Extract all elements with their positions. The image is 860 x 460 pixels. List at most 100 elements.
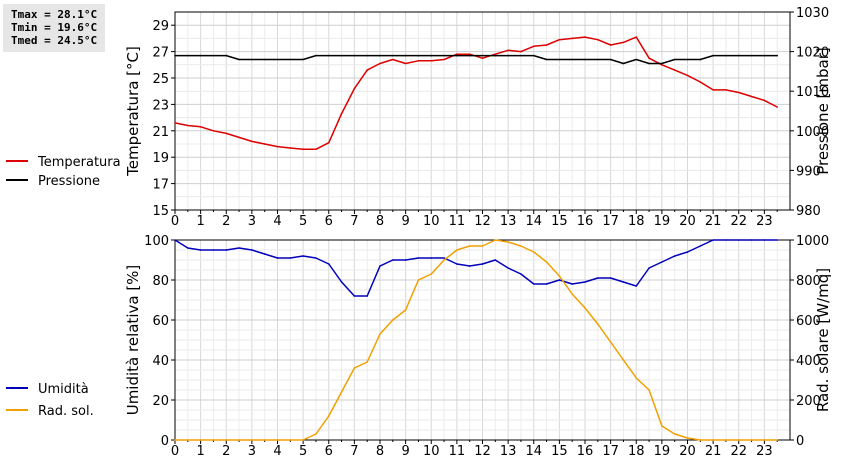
x-tick-label: 9 (401, 444, 409, 459)
chart-temperature-pressure: 0 1 2 3 4 5 6 7 8 9 10 11 12 13 14 15 16 17 18 19 20 21 22 2315… (6, 6, 832, 229)
data-point (289, 257, 292, 259)
data-point (251, 58, 253, 61)
data-point (315, 148, 317, 151)
legend-label: Temperatura (37, 155, 121, 170)
y-tick-label: 23 (152, 98, 169, 113)
data-point (481, 57, 484, 59)
data-point (251, 439, 253, 441)
data-point (366, 361, 369, 363)
data-point (212, 439, 215, 441)
x-tick-label: 15 (551, 214, 568, 229)
data-point (263, 253, 266, 255)
data-point (725, 89, 727, 91)
data-point (238, 439, 240, 441)
x-tick-label: 20 (679, 214, 696, 229)
data-point (622, 281, 625, 283)
data-point (340, 281, 343, 283)
data-point (776, 54, 778, 57)
data-point (673, 69, 676, 71)
y-tick-label: 19 (152, 151, 169, 166)
data-point (392, 58, 394, 61)
data-point (174, 239, 176, 241)
data-point (366, 295, 369, 297)
data-point (404, 62, 407, 65)
data-point (328, 54, 330, 57)
y2-tick-label: 800 (796, 274, 821, 289)
data-point (328, 141, 330, 144)
y2-tick-label: 1030 (796, 6, 829, 21)
data-point (686, 74, 689, 77)
data-point (648, 62, 650, 65)
x-tick-label: 3 (248, 214, 256, 229)
data-point (725, 239, 727, 241)
data-point (353, 367, 356, 369)
data-point (520, 50, 522, 53)
data-point (225, 439, 228, 441)
data-point (340, 391, 343, 393)
data-point (750, 95, 753, 98)
data-point (776, 439, 778, 441)
data-point (481, 54, 484, 57)
data-point (392, 54, 394, 57)
data-point (558, 275, 561, 277)
data-point (392, 259, 394, 261)
y2-axis-title: Rad. solare [W/mq] (814, 268, 832, 412)
x-tick-label: 13 (500, 214, 517, 229)
data-point (699, 245, 702, 247)
data-point (366, 54, 369, 57)
legend-label: Pressione (38, 174, 100, 189)
data-point (699, 439, 702, 441)
x-tick-label: 12 (474, 214, 491, 229)
x-tick-label: 16 (577, 214, 594, 229)
data-point (584, 307, 586, 309)
data-point (738, 54, 740, 57)
data-point (699, 81, 702, 83)
data-point (392, 319, 394, 321)
data-point (545, 283, 548, 285)
data-point (776, 106, 778, 108)
x-tick-label: 19 (654, 444, 671, 459)
data-point (225, 54, 228, 57)
data-point (276, 58, 279, 61)
x-tick-label: 19 (654, 214, 671, 229)
data-point (263, 58, 266, 61)
data-point (763, 439, 766, 441)
data-point (353, 87, 356, 90)
data-point (609, 341, 612, 343)
y-tick-label: 27 (152, 46, 169, 61)
data-point (738, 239, 740, 241)
y-tick-label: 15 (152, 204, 169, 219)
data-point (494, 54, 497, 57)
y2-tick-label: 1020 (796, 46, 829, 61)
data-point (673, 58, 676, 61)
y2-axis-title: Pressione [mbar] (814, 47, 832, 175)
data-point (494, 259, 497, 261)
data-point (315, 257, 317, 259)
x-tick-label: 11 (449, 214, 466, 229)
data-point (686, 58, 689, 61)
data-point (417, 279, 420, 281)
data-point (661, 62, 663, 65)
data-point (417, 54, 420, 57)
data-point (481, 245, 484, 247)
data-point (712, 89, 714, 91)
data-point (174, 439, 176, 441)
data-point (340, 112, 343, 115)
x-tick-label: 4 (273, 444, 281, 459)
data-point (558, 38, 561, 41)
x-tick-label: 14 (525, 214, 542, 229)
data-point (558, 279, 561, 281)
data-point (584, 36, 586, 38)
x-tick-label: 1 (196, 444, 204, 459)
stat-tmin: Tmin = 19.6°C (11, 21, 98, 34)
x-tick-label: 22 (730, 214, 747, 229)
data-point (520, 54, 522, 57)
x-tick-label: 10 (423, 444, 440, 459)
y2-tick-label: 400 (796, 354, 821, 369)
data-point (404, 54, 407, 57)
y2-tick-label: 600 (796, 314, 821, 329)
series-line-1 (175, 54, 778, 65)
x-tick-label: 21 (705, 214, 722, 229)
data-point (712, 54, 714, 57)
